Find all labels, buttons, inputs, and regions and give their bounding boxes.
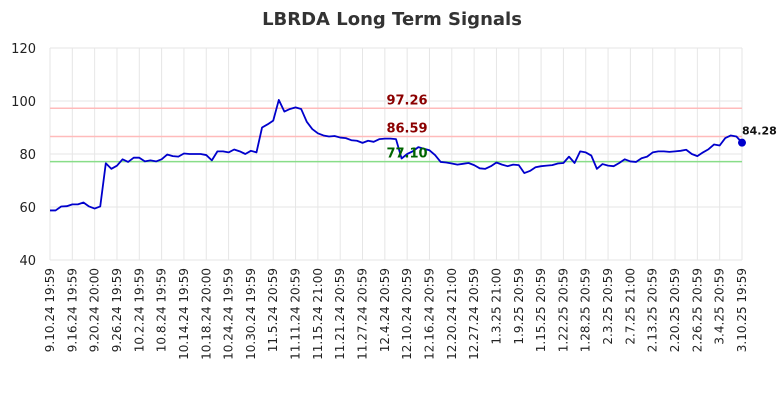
x-tick-label: 2.20.25 20:59	[668, 268, 682, 352]
x-tick-label: 12.4.24 20:59	[378, 268, 392, 352]
signal-label: 97.26	[386, 93, 427, 108]
y-tick-label: 60	[19, 201, 36, 216]
x-tick-label: 11.11.24 20:59	[289, 268, 303, 360]
x-tick-label: 9.26.24 19:59	[110, 268, 124, 352]
y-tick-label: 40	[19, 254, 36, 269]
grid	[49, 47, 743, 261]
x-tick-label: 1.9.25 20:59	[512, 268, 526, 345]
series	[50, 99, 746, 212]
x-tick-label: 10.24.24 19:59	[222, 268, 236, 360]
x-tick-label: 12.27.24 20:59	[467, 268, 481, 360]
x-tick-label: 10.8.24 19:59	[155, 268, 169, 352]
signal-labels: 84.28 97.26 86.59 77.10	[386, 93, 776, 161]
x-tick-label: 2.26.25 20:59	[690, 268, 704, 352]
x-tick-label: 11.15.24 21:00	[311, 268, 325, 360]
x-tick-label: 9.20.24 20:00	[88, 268, 102, 352]
signal-lines	[50, 107, 742, 163]
x-tick-label: 3.4.25 20:59	[713, 268, 727, 345]
x-tick-label: 12.16.24 20:59	[422, 268, 436, 360]
x-tick-label: 10.18.24 20:00	[199, 268, 213, 360]
x-tick-label: 3.10.25 19:59	[735, 268, 749, 352]
x-tick-label: 1.3.25 21:00	[489, 268, 503, 345]
x-axis: 9.10.24 19:59 9.16.24 19:59 9.20.24 20:00 9…	[43, 268, 749, 360]
x-tick-label: 9.10.24 19:59	[43, 268, 57, 352]
x-tick-label: 10.2.24 19:59	[132, 268, 146, 352]
x-tick-label: 11.5.24 20:59	[266, 268, 280, 352]
x-tick-label: 12.20.24 21:00	[445, 268, 459, 360]
signal-label: 77.10	[386, 147, 427, 162]
signal-label: 86.59	[386, 122, 427, 137]
y-tick-label: 80	[19, 148, 36, 163]
last-point-marker	[738, 138, 746, 147]
y-tick-label: 100	[11, 95, 36, 110]
x-tick-label: 1.15.25 20:59	[534, 268, 548, 352]
chart-title: LBRDA Long Term Signals	[262, 9, 522, 30]
x-tick-label: 1.22.25 20:59	[556, 268, 570, 352]
x-tick-label: 2.13.25 20:59	[646, 268, 660, 352]
y-tick-label: 120	[11, 42, 36, 57]
x-tick-label: 11.21.24 20:59	[333, 268, 347, 360]
x-tick-label: 12.10.24 20:59	[400, 268, 414, 360]
x-tick-label: 11.27.24 20:59	[356, 268, 370, 360]
x-tick-label: 2.3.25 20:59	[601, 268, 615, 345]
x-tick-label: 10.30.24 19:59	[244, 268, 258, 360]
y-axis: 40 60 80 100 120	[11, 42, 36, 269]
x-tick-label: 10.14.24 19:59	[177, 268, 191, 360]
price-series-line	[50, 99, 743, 212]
x-tick-label: 9.16.24 19:59	[65, 268, 79, 352]
last-point-label: 84.28	[742, 125, 777, 138]
x-tick-label: 1.28.25 20:59	[579, 268, 593, 352]
x-tick-label: 2.7.25 21:00	[623, 268, 637, 345]
